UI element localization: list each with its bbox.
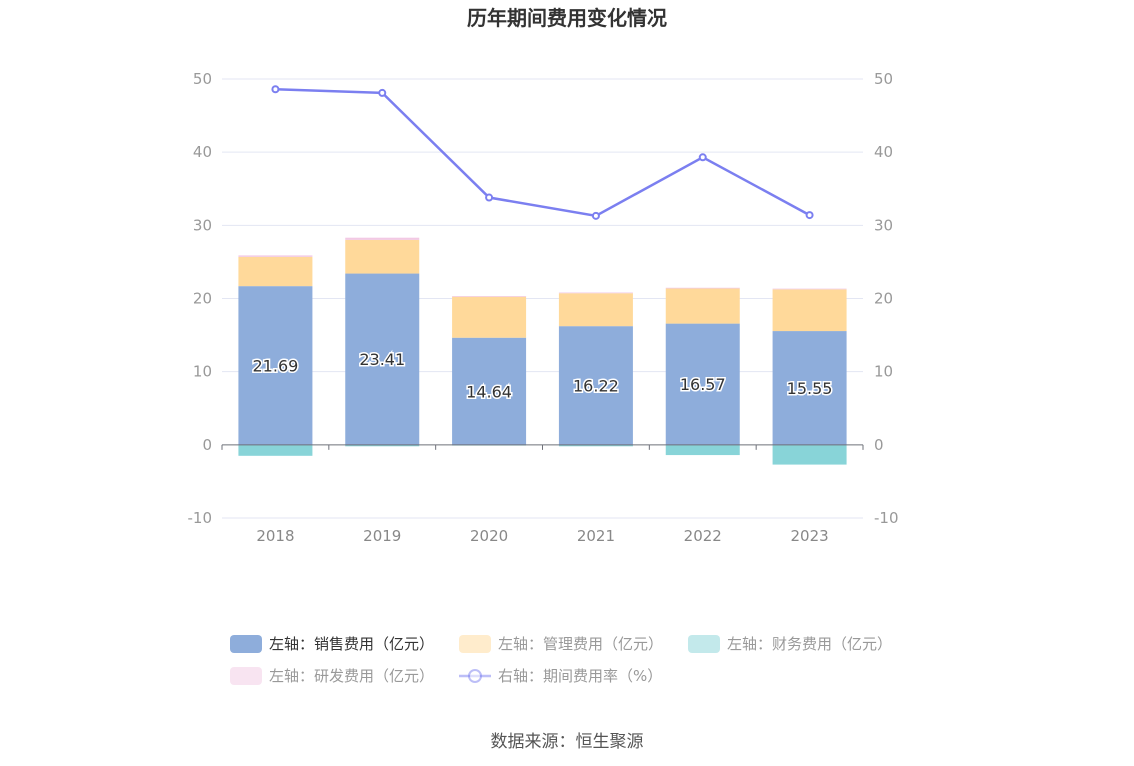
right-axis-tick-label: 40 xyxy=(874,143,893,161)
legend-swatch xyxy=(688,635,720,653)
right-axis-tick-label: 20 xyxy=(874,290,893,308)
right-axis-tick-label: 0 xyxy=(874,436,884,454)
data-source: 数据来源：恒生聚源 xyxy=(491,732,644,752)
legend-item: 左轴：销售费用（亿元） xyxy=(230,635,434,653)
legend-item: 左轴：研发费用（亿元） xyxy=(230,667,434,685)
expense-ratio-line xyxy=(271,85,814,220)
right-axis-tick-label: -10 xyxy=(874,509,899,527)
expense-ratio-point xyxy=(698,153,707,162)
legend-swatch xyxy=(230,667,262,685)
bar xyxy=(345,273,420,445)
bar xyxy=(345,239,420,274)
bar xyxy=(772,288,847,290)
bar xyxy=(558,292,633,294)
legend-marker xyxy=(468,669,482,683)
right-y-axis: -10 0 10 20 30 40 50 xyxy=(874,70,899,527)
left-axis-tick-label: 50 xyxy=(193,70,212,88)
legend: 左轴：销售费用（亿元） 左轴：管理费用（亿元） 左轴：财务费用（亿元） 左轴：研发费用… xyxy=(230,635,892,685)
legend-label: 左轴：管理费用（亿元） xyxy=(498,635,663,653)
right-axis-tick-label: 50 xyxy=(874,70,893,88)
right-axis-tick-label: 10 xyxy=(874,363,893,381)
x-axis-tick-label: 2018 xyxy=(256,527,294,545)
left-axis-tick-label: 40 xyxy=(193,143,212,161)
bar xyxy=(238,286,313,445)
bars xyxy=(238,237,847,465)
legend-label: 右轴：期间费用率（%） xyxy=(498,667,662,685)
right-axis-tick-label: 30 xyxy=(874,216,893,234)
bar xyxy=(772,289,847,332)
x-axis-tick-label: 2020 xyxy=(470,527,508,545)
bar-value-label: 21.69 xyxy=(253,356,299,375)
legend-swatch xyxy=(459,635,491,653)
bar xyxy=(772,331,847,445)
bar-value-label: 16.57 xyxy=(680,375,726,394)
bar xyxy=(452,337,527,445)
left-axis-tick-label: 20 xyxy=(193,290,212,308)
legend-item: 左轴：管理费用（亿元） xyxy=(459,635,663,653)
left-axis-tick-label: 0 xyxy=(202,436,212,454)
expense-ratio-point xyxy=(591,211,600,220)
bar-value-label: 15.55 xyxy=(787,379,833,398)
bar xyxy=(452,296,527,338)
left-y-axis: -10 0 10 20 30 40 50 xyxy=(188,70,213,527)
bar-value-label: 14.64 xyxy=(466,382,512,401)
bar-value-label: 23.41 xyxy=(359,350,405,369)
chart-title: 历年期间费用变化情况 xyxy=(467,6,667,30)
x-axis-tick-label: 2023 xyxy=(790,527,828,545)
legend-item: 左轴：财务费用（亿元） xyxy=(688,635,892,653)
x-axis-ticks: 2018 2019 2020 2021 2022 2023 xyxy=(256,527,828,545)
legend-label: 左轴：销售费用（亿元） xyxy=(269,635,434,653)
bar xyxy=(558,326,633,445)
expense-ratio-point xyxy=(485,193,494,202)
bar xyxy=(665,287,740,289)
left-axis-tick-label: 10 xyxy=(193,363,212,381)
bar xyxy=(558,444,633,447)
grid-lines xyxy=(222,78,863,519)
bar-value-labels: 21.69 23.41 14.64 16.22 16.57 15.55 xyxy=(251,349,834,403)
bar xyxy=(665,444,740,456)
bar xyxy=(238,444,313,456)
bar xyxy=(238,256,313,287)
legend-swatch xyxy=(230,635,262,653)
bar xyxy=(772,444,847,465)
x-axis xyxy=(221,444,864,450)
bar xyxy=(452,296,527,297)
expense-ratio-point xyxy=(805,211,814,220)
x-axis-tick-label: 2021 xyxy=(577,527,615,545)
bar xyxy=(238,255,313,257)
legend-item: 右轴：期间费用率（%） xyxy=(459,667,662,685)
bar xyxy=(665,323,740,445)
bar xyxy=(558,293,633,327)
bar xyxy=(345,237,420,240)
bar-value-label: 16.22 xyxy=(573,376,619,395)
expense-ratio-line-path xyxy=(275,87,811,218)
expense-ratio-point xyxy=(378,88,387,97)
left-axis-tick-label: 30 xyxy=(193,216,212,234)
bar xyxy=(345,444,420,447)
expense-ratio-point xyxy=(271,85,280,94)
bar xyxy=(665,288,740,324)
x-axis-tick-label: 2022 xyxy=(684,527,722,545)
legend-label: 左轴：研发费用（亿元） xyxy=(269,667,434,685)
left-axis-tick-label: -10 xyxy=(188,509,213,527)
legend-label: 左轴：财务费用（亿元） xyxy=(727,635,892,653)
x-axis-tick-label: 2019 xyxy=(363,527,401,545)
